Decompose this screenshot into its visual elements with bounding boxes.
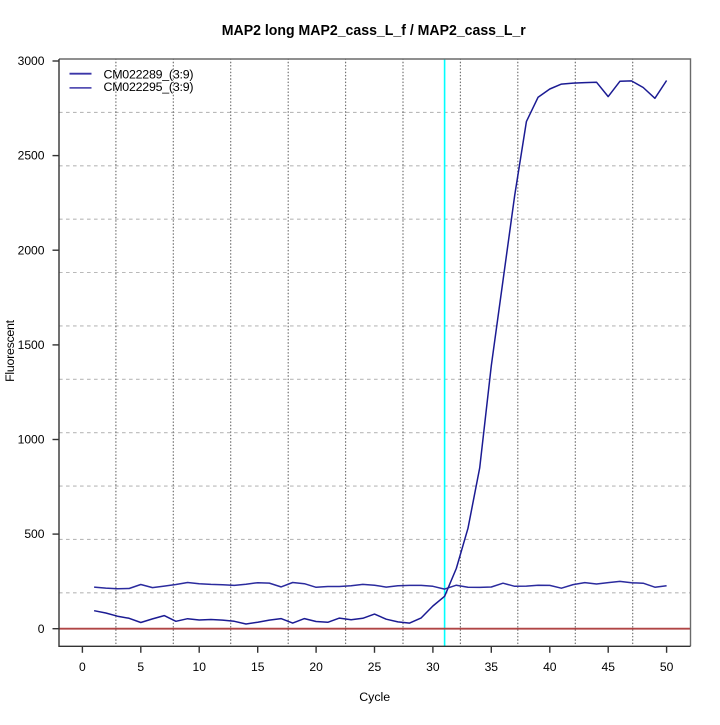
svg-text:0: 0 [38, 622, 45, 636]
svg-text:Cycle: Cycle [359, 690, 390, 704]
svg-text:25: 25 [368, 660, 382, 674]
svg-text:500: 500 [24, 527, 44, 541]
svg-text:3000: 3000 [18, 54, 45, 68]
svg-text:MAP2 long MAP2_cass_L_f / MAP2: MAP2 long MAP2_cass_L_f / MAP2_cass_L_r [222, 22, 526, 39]
svg-text:2500: 2500 [18, 149, 45, 163]
svg-text:30: 30 [426, 660, 440, 674]
svg-text:5: 5 [137, 660, 144, 674]
svg-text:40: 40 [543, 660, 557, 674]
svg-text:0: 0 [79, 660, 86, 674]
svg-text:1000: 1000 [18, 433, 45, 447]
svg-text:CM022289_(3:9): CM022289_(3:9) [104, 68, 194, 82]
svg-text:45: 45 [601, 660, 615, 674]
svg-text:35: 35 [485, 660, 499, 674]
svg-text:1500: 1500 [18, 338, 45, 352]
svg-text:CM022295_(3:9): CM022295_(3:9) [104, 80, 194, 94]
svg-text:50: 50 [660, 660, 674, 674]
svg-text:Fluorescent: Fluorescent [3, 319, 17, 382]
svg-text:10: 10 [192, 660, 206, 674]
svg-text:15: 15 [251, 660, 265, 674]
svg-text:20: 20 [309, 660, 323, 674]
svg-text:2000: 2000 [18, 243, 45, 257]
